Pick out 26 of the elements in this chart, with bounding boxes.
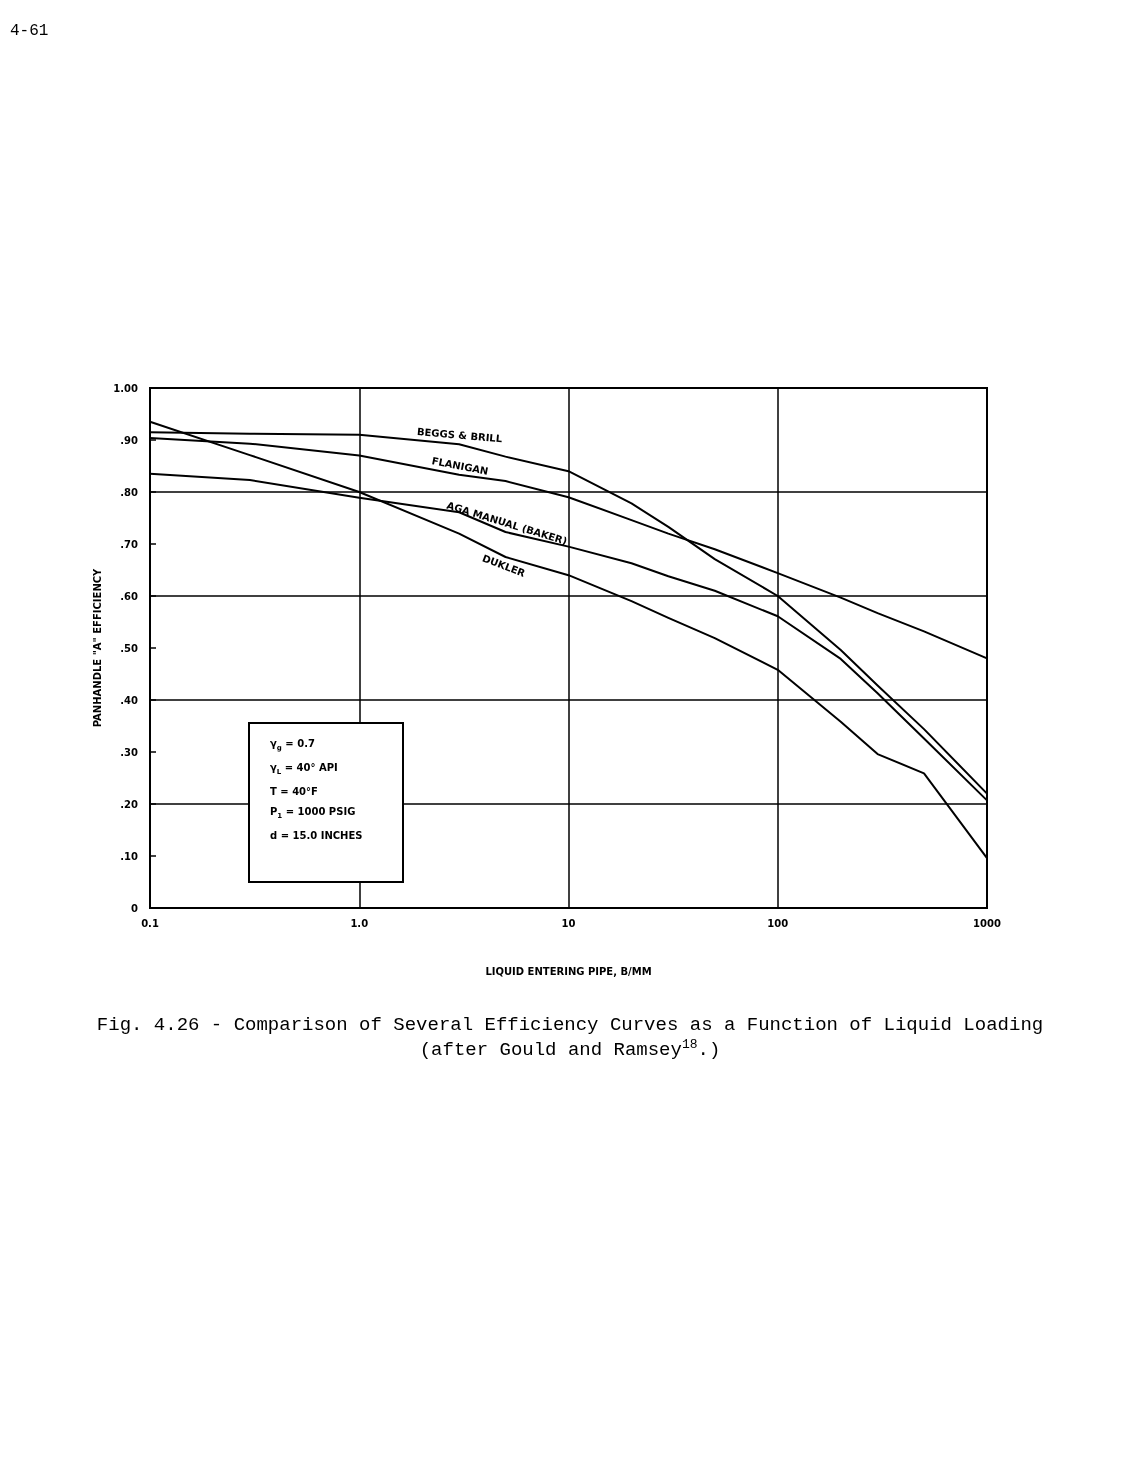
- y-axis-title: PANHANDLE "A" EFFICIENCY: [91, 567, 103, 728]
- y-tick-label: .90: [120, 434, 139, 446]
- y-tick-label: .70: [120, 538, 139, 550]
- annotation: γ$_{L}$ = 40° API: [270, 761, 339, 778]
- y-tick-label: .80: [120, 486, 139, 498]
- y-tick-label: .50: [120, 642, 139, 654]
- x-tick-label: 1000: [973, 917, 1001, 929]
- x-axis-title: LIQUID ENTERING PIPE, B/MM: [485, 965, 652, 977]
- x-tick-label: 0.1: [141, 917, 159, 929]
- y-tick-label: 0: [131, 902, 139, 914]
- y-tick-label: 1.00: [113, 382, 139, 394]
- y-tick-label: .20: [120, 798, 139, 810]
- annotation: d = 15.0 INCHES: [270, 829, 364, 843]
- x-tick-label: 100: [767, 917, 789, 929]
- annotation: P$_{1}$ = 1000 PSIG: [270, 805, 357, 822]
- x-tick-label: 1.0: [350, 917, 369, 929]
- y-tick-label: .60: [120, 590, 139, 602]
- series-label: BEGGS & BRILL: [416, 425, 504, 445]
- annotation: γ$_{g}$ = 0.7: [270, 737, 316, 754]
- text: 4-61: [10, 22, 49, 40]
- text: Fig. 4.26 - Comparison of Several Efficiency Curves as a Function of Liquid Loading: [96, 1013, 1044, 1036]
- y-tick-label: .30: [120, 746, 139, 758]
- y-tick-label: .10: [120, 850, 139, 862]
- x-tick-label: 10: [561, 917, 576, 929]
- annotation: T = 40°F: [270, 785, 319, 799]
- y-tick-label: .40: [120, 694, 139, 706]
